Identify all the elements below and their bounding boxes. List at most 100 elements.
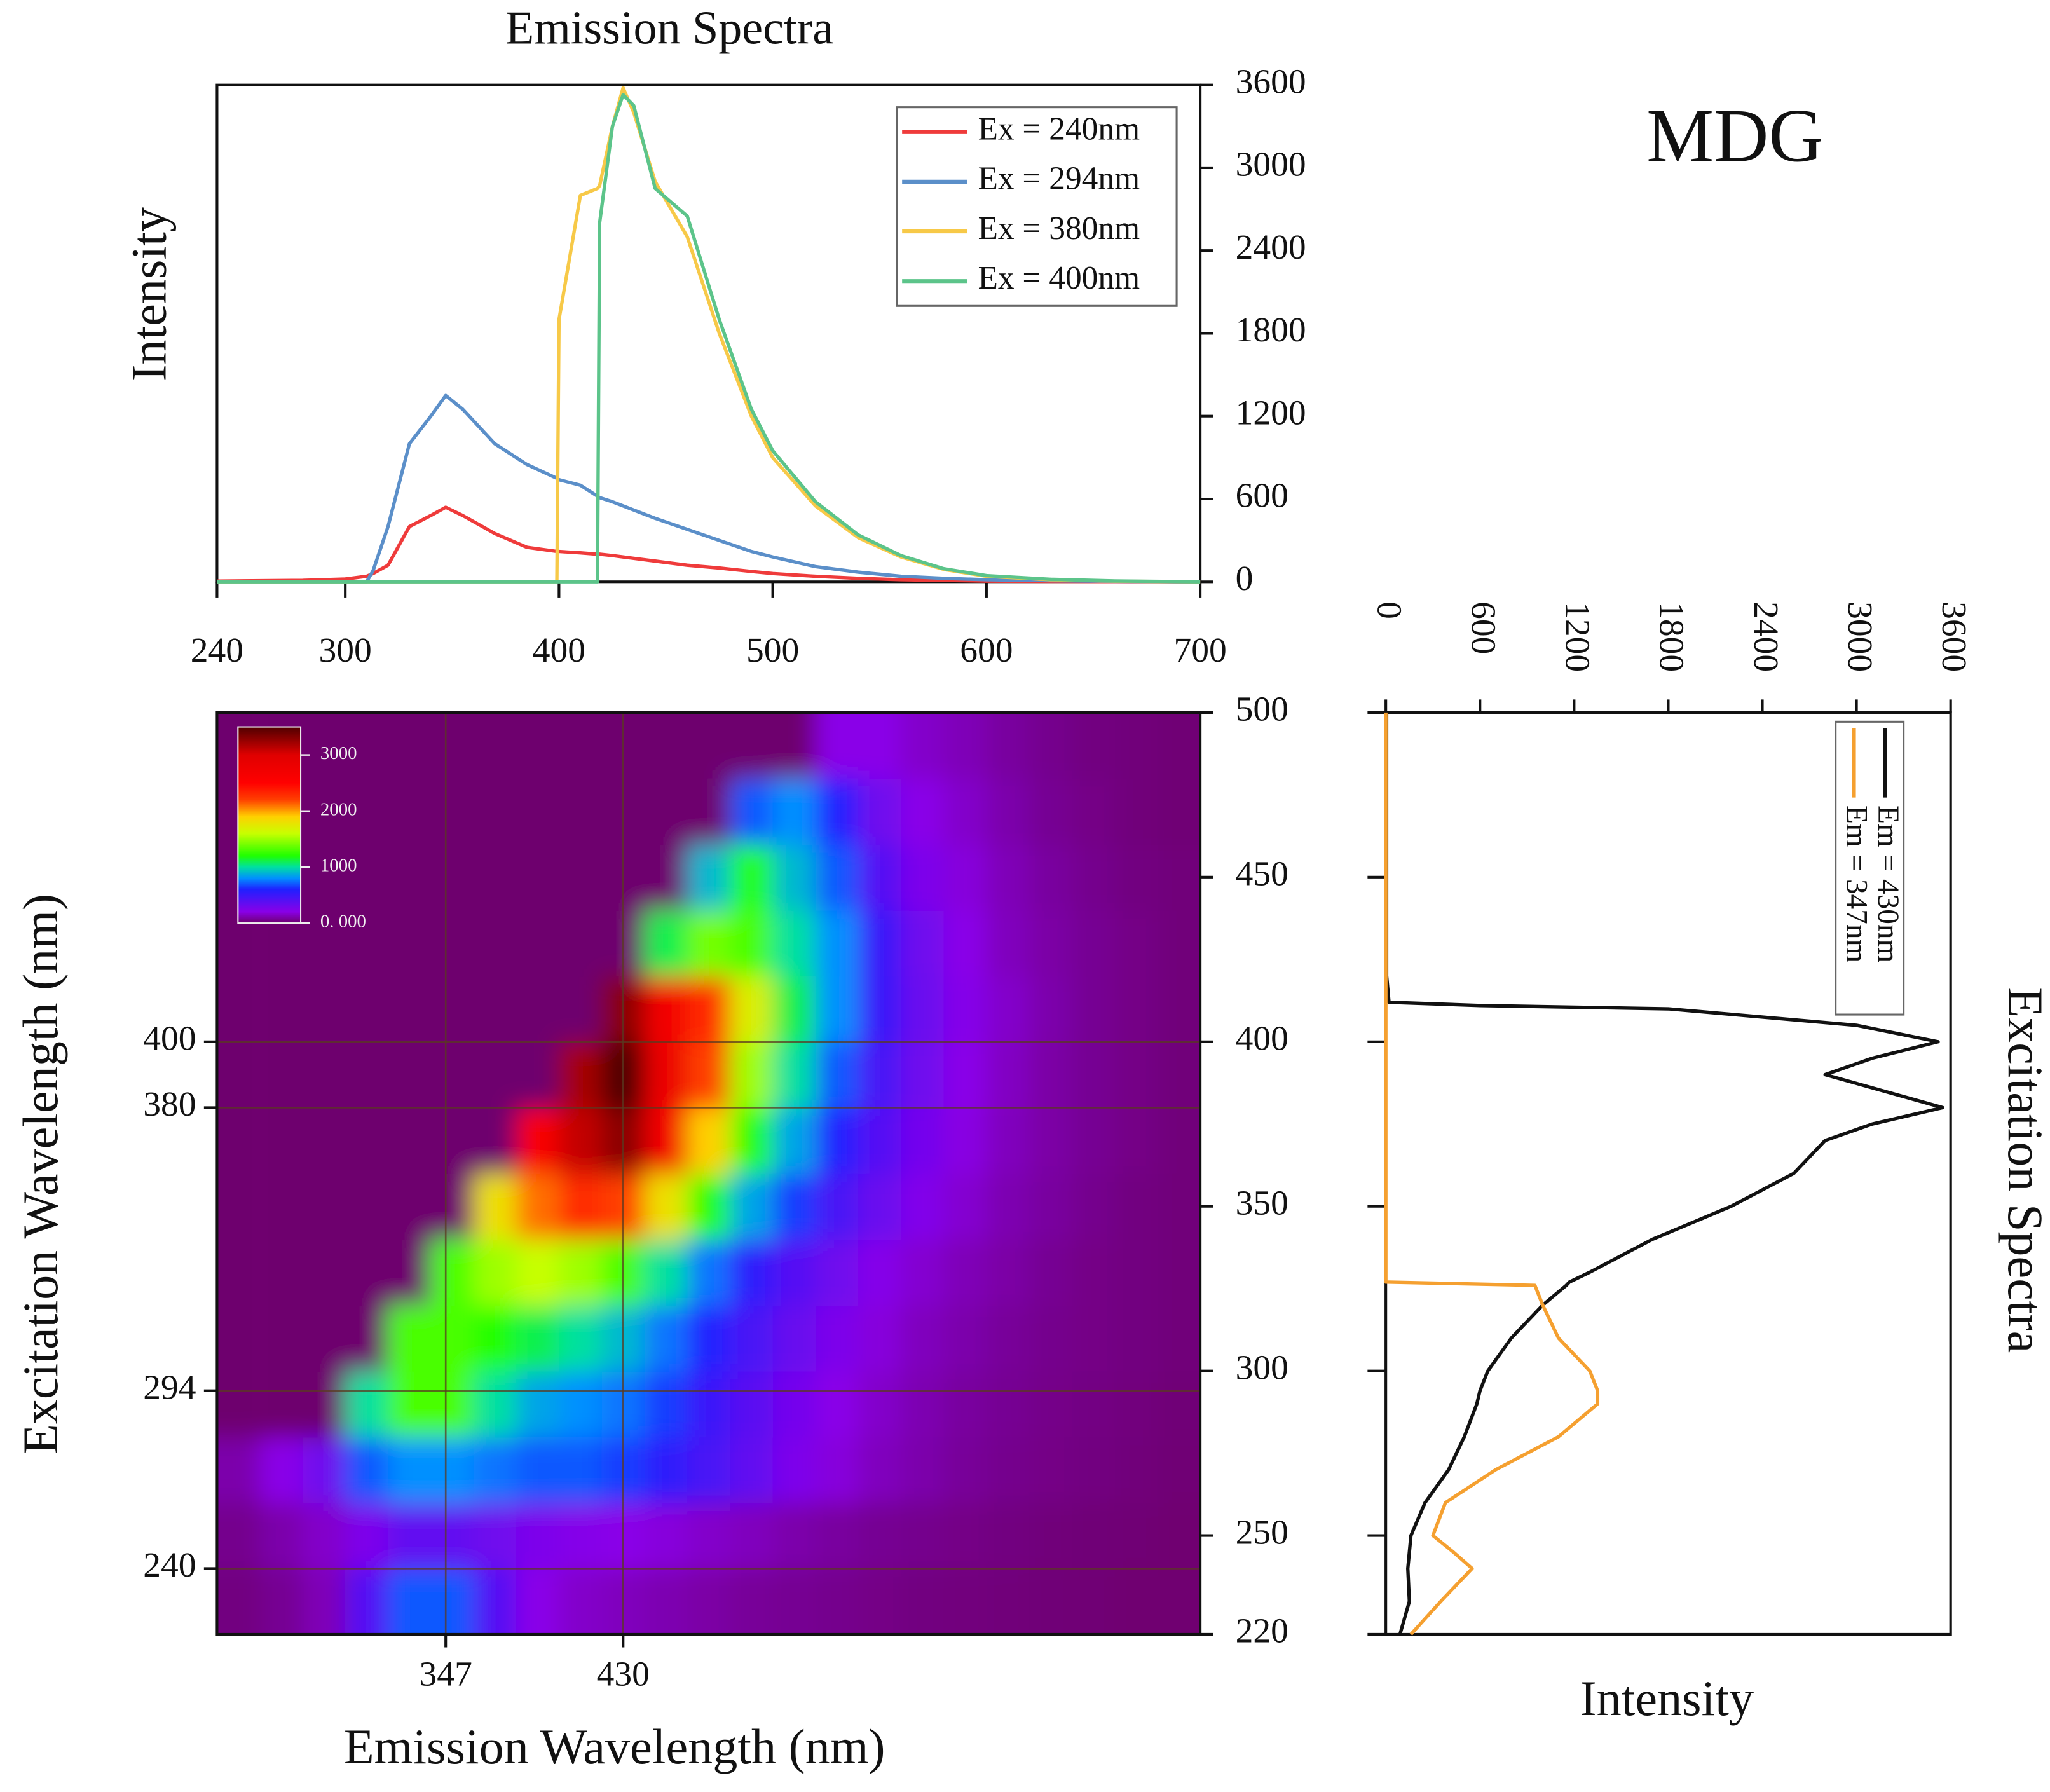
map-cell: [302, 1305, 346, 1372]
emission-title: Emission Spectra: [505, 2, 833, 54]
map-cell: [858, 1568, 902, 1634]
colorbar-label: 0. 000: [320, 912, 366, 932]
intensity-tick-label: 1800: [1652, 601, 1691, 672]
map-cell: [901, 1107, 945, 1174]
map-cell: [943, 1568, 987, 1634]
map-cell: [388, 712, 432, 779]
map-cell: [1072, 910, 1116, 977]
map-cell: [730, 778, 774, 845]
legend-label: Ex = 400nm: [978, 260, 1140, 296]
map-cell: [1114, 1371, 1158, 1438]
map-cell: [302, 1041, 346, 1109]
map-cell: [1072, 1502, 1116, 1570]
map-cell: [259, 1107, 303, 1174]
map-cell: [430, 1568, 474, 1634]
map-cell: [430, 778, 474, 845]
map-cell: [559, 910, 603, 977]
map-cell: [559, 778, 603, 845]
map-cell: [473, 712, 517, 779]
map-cell: [559, 1107, 603, 1174]
map-cell: [1029, 1041, 1073, 1109]
map-cell: [815, 1437, 859, 1503]
map-cell: [259, 976, 303, 1043]
map-cell: [772, 712, 816, 779]
map-cell: [1157, 910, 1201, 977]
map-cell: [1157, 712, 1201, 779]
map-cell: [986, 778, 1030, 845]
map-cell: [644, 976, 688, 1043]
map-cell: [1029, 1568, 1073, 1634]
map-cell: [345, 976, 389, 1043]
map-cell: [559, 1239, 603, 1306]
y-tick-label: 1200: [1236, 393, 1306, 432]
map-cell: [430, 844, 474, 911]
map-cell: [430, 1502, 474, 1570]
map-cell: [1072, 976, 1116, 1043]
x-tick-label: 600: [960, 631, 1013, 670]
map-cell: [986, 712, 1030, 779]
map-cell: [1029, 1437, 1073, 1503]
map-cell: [473, 1239, 517, 1306]
y2-tick-label: 400: [1236, 1020, 1288, 1058]
map-cell: [815, 976, 859, 1043]
map-cell: [430, 1371, 474, 1438]
map-cell: [858, 1107, 902, 1174]
map-cell: [901, 1437, 945, 1503]
x-tick-label: 430: [597, 1655, 650, 1694]
map-cell: [1072, 1437, 1116, 1503]
map-cell: [986, 976, 1030, 1043]
map-cell: [259, 1568, 303, 1634]
map-cell: [1157, 1107, 1201, 1174]
map-cell: [858, 1437, 902, 1503]
map-cell: [430, 1173, 474, 1240]
map-cell: [1157, 1239, 1201, 1306]
map-cell: [559, 1305, 603, 1372]
map-cell: [559, 1502, 603, 1570]
map-cell: [772, 778, 816, 845]
map-cell: [730, 1568, 774, 1634]
legend-label: Ex = 240nm: [978, 111, 1140, 147]
map-cell: [302, 910, 346, 977]
map-cell: [473, 1305, 517, 1372]
map-cell: [1114, 1502, 1158, 1570]
map-cell: [516, 1437, 560, 1503]
map-cell: [858, 1371, 902, 1438]
map-cell: [516, 712, 560, 779]
y2-tick-label: 350: [1236, 1184, 1288, 1222]
map-cell: [730, 1502, 774, 1570]
map-cell: [687, 1502, 731, 1570]
map-cell: [302, 1502, 346, 1570]
map-cell: [772, 844, 816, 911]
map-cell: [986, 844, 1030, 911]
map-cell: [345, 1239, 389, 1306]
colorbar-label: 3000: [320, 743, 357, 763]
map-cell: [687, 1437, 731, 1503]
map-y-label: Excitation Wavelength (nm): [13, 894, 68, 1454]
map-cell: [1029, 1371, 1073, 1438]
map-cell: [644, 1502, 688, 1570]
map-cell: [1072, 1107, 1116, 1174]
map-cell: [730, 1239, 774, 1306]
map-cell: [388, 844, 432, 911]
map-cell: [986, 1502, 1030, 1570]
map-cell: [1157, 1502, 1201, 1570]
map-cell: [901, 844, 945, 911]
map-cell: [858, 976, 902, 1043]
map-cell: [858, 1305, 902, 1372]
y2-tick-label: 220: [1236, 1612, 1288, 1651]
map-cell: [986, 1371, 1030, 1438]
map-cell: [1029, 1305, 1073, 1372]
map-cell: [388, 1041, 432, 1109]
map-cell: [730, 844, 774, 911]
intensity-tick-label: 3600: [1934, 601, 1973, 672]
map-cell: [943, 1437, 987, 1503]
map-cell: [687, 1568, 731, 1634]
map-cell: [943, 1173, 987, 1240]
map-cell: [217, 1568, 260, 1634]
map-cell: [1072, 1371, 1116, 1438]
excitation-x-label: Intensity: [1580, 1671, 1754, 1726]
map-cell: [559, 1568, 603, 1634]
map-cell: [1072, 1568, 1116, 1634]
map-cell: [815, 844, 859, 911]
